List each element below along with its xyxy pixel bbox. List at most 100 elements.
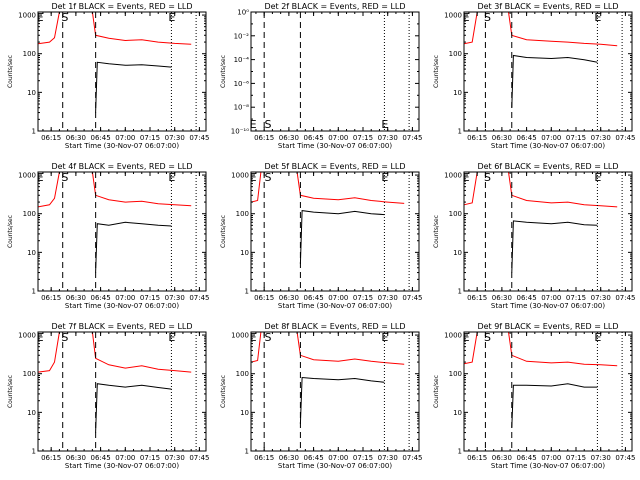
x-tick-label: 07:15 <box>140 294 160 302</box>
plot-frame <box>37 171 207 292</box>
x-axis-label: Start Time (30-Nov-07 06:07:00) <box>491 462 605 470</box>
y-tick-label: 100 <box>449 370 462 378</box>
y-tick-label: 1 <box>458 128 462 136</box>
chart-panel-6: Det 6f BLACK = Events, RED = LLD Counts/s… <box>433 162 636 310</box>
chart-title: Det 3f BLACK = Events, RED = LLD <box>477 2 618 11</box>
segment-marker-label: E <box>250 331 257 344</box>
x-tick-label: 06:15 <box>41 294 61 302</box>
x-tick-label: 06:30 <box>66 294 86 302</box>
x-tick-label: 06:30 <box>279 294 299 302</box>
segment-marker-label: S <box>61 331 68 344</box>
segment-marker-label: E <box>250 171 257 184</box>
y-tick-label: 1 <box>32 128 36 136</box>
x-tick-label: 06:15 <box>254 134 274 142</box>
x-tick-label: 06:15 <box>467 134 487 142</box>
x-axis-label: Start Time (30-Nov-07 06:07:00) <box>491 142 605 150</box>
y-tick-label: 100 <box>449 50 462 58</box>
x-tick-label: 06:45 <box>516 294 536 302</box>
y-axis-label: Counts/sec <box>433 55 440 88</box>
x-axis-label: Start Time (30-Nov-07 06:07:00) <box>65 302 179 310</box>
chart-panel-8: Det 8f BLACK = Events, RED = LLD Counts/s… <box>220 322 423 470</box>
y-axis-label: Counts/sec <box>433 215 440 248</box>
x-tick-label: 07:00 <box>328 134 348 142</box>
y-tick-label: 1 <box>32 448 36 456</box>
lld-series-line <box>463 171 618 208</box>
plot-frame <box>463 331 633 452</box>
chart-title: Det 4f BLACK = Events, RED = LLD <box>51 162 192 171</box>
segment-marker-label: E <box>594 11 601 24</box>
x-axis-label: Start Time (30-Nov-07 06:07:00) <box>278 302 392 310</box>
chart-panel-4: Det 4f BLACK = Events, RED = LLD Counts/s… <box>7 162 210 310</box>
lld-series-line <box>463 11 618 47</box>
x-tick-label: 07:30 <box>591 294 611 302</box>
segment-marker-label: E <box>168 11 175 24</box>
x-tick-label: 06:30 <box>66 454 86 462</box>
events-series-line <box>511 54 598 108</box>
y-tick-label: 10⁻⁸ <box>234 104 250 112</box>
y-tick-label: 1 <box>458 288 462 296</box>
x-tick-label: 06:45 <box>516 134 536 142</box>
x-tick-label: 07:00 <box>541 294 561 302</box>
y-tick-label: 10⁻⁶ <box>234 80 250 88</box>
segment-marker-label: E <box>37 11 44 24</box>
segment-marker-label: S <box>264 118 271 131</box>
y-tick-label: 10⁻² <box>234 32 250 40</box>
segment-marker-label: E <box>594 171 601 184</box>
y-tick-label: 1000 <box>444 172 462 180</box>
y-tick-label: 1000 <box>231 172 249 180</box>
x-tick-label: 06:30 <box>492 134 512 142</box>
segment-marker-label: E <box>37 171 44 184</box>
y-tick-label: 1000 <box>18 332 36 340</box>
events-series-line <box>95 221 172 273</box>
x-tick-label: 07:15 <box>566 454 586 462</box>
y-tick-label: 1000 <box>18 172 36 180</box>
x-tick-label: 06:45 <box>516 454 536 462</box>
x-tick-label: 07:00 <box>541 134 561 142</box>
chart-panel-7: Det 7f BLACK = Events, RED = LLD Counts/s… <box>7 322 210 470</box>
y-tick-label: 10 <box>453 409 462 417</box>
x-tick-label: 07:30 <box>165 134 185 142</box>
segment-marker-label: E <box>168 331 175 344</box>
x-tick-label: 07:45 <box>189 454 209 462</box>
segment-marker-label: E <box>381 171 388 184</box>
segment-marker-label: S <box>484 11 491 24</box>
y-tick-label: 10⁰ <box>237 9 249 17</box>
segment-marker-label: E <box>463 11 470 24</box>
y-tick-label: 10⁻⁴ <box>234 56 250 64</box>
x-tick-label: 06:45 <box>90 294 110 302</box>
chart-panel-5: Det 5f BLACK = Events, RED = LLD Counts/s… <box>220 162 423 310</box>
chart-title: Det 8f BLACK = Events, RED = LLD <box>264 322 405 331</box>
x-tick-label: 06:15 <box>41 134 61 142</box>
chart-title: Det 2f BLACK = Events, RED = LLD <box>264 2 405 11</box>
x-tick-label: 06:30 <box>279 454 299 462</box>
events-series-line <box>95 383 172 433</box>
y-tick-label: 10 <box>453 249 462 257</box>
chart-title: Det 5f BLACK = Events, RED = LLD <box>264 162 405 171</box>
x-tick-label: 07:00 <box>328 454 348 462</box>
events-series-line <box>95 61 172 113</box>
y-tick-label: 1 <box>245 448 249 456</box>
y-axis-label: Counts/sec <box>220 55 227 88</box>
y-tick-label: 100 <box>23 50 36 58</box>
x-tick-label: 07:00 <box>115 294 135 302</box>
y-tick-label: 10 <box>240 409 249 417</box>
x-axis-label: Start Time (30-Nov-07 06:07:00) <box>278 142 392 150</box>
y-tick-label: 1 <box>245 288 249 296</box>
chart-panel-2: Det 2f BLACK = Events, RED = LLD Counts/s… <box>220 2 423 150</box>
lld-series-line <box>37 171 192 208</box>
y-tick-label: 1 <box>458 448 462 456</box>
x-tick-label: 06:45 <box>303 454 323 462</box>
x-tick-label: 06:45 <box>90 454 110 462</box>
y-tick-label: 100 <box>23 210 36 218</box>
segment-marker-label: E <box>37 331 44 344</box>
lld-series-line <box>250 171 405 204</box>
x-tick-label: 06:30 <box>492 294 512 302</box>
y-tick-label: 10 <box>27 409 36 417</box>
y-tick-label: 10 <box>27 249 36 257</box>
x-tick-label: 07:45 <box>615 134 635 142</box>
events-series-line <box>511 220 598 273</box>
segment-marker-label: E <box>381 331 388 344</box>
x-axis-label: Start Time (30-Nov-07 06:07:00) <box>65 462 179 470</box>
